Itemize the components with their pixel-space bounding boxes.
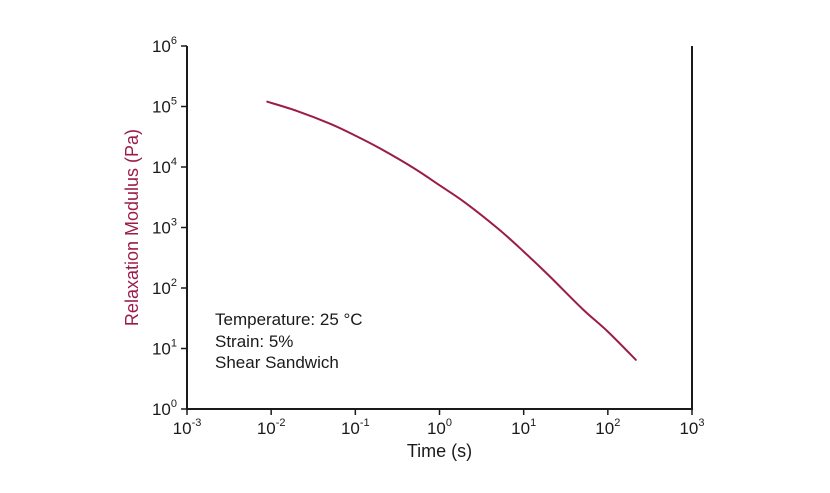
y-tick-label-base: 10 [152, 279, 171, 298]
y-tick-label-exponent: 0 [171, 398, 177, 410]
y-tick-label: 103 [152, 217, 177, 238]
x-tick-label-exponent: -3 [192, 417, 202, 429]
x-tick-label-base: 10 [511, 419, 530, 438]
x-tick-label-exponent: 3 [698, 417, 704, 429]
annotation-strain: Strain: 5% [215, 332, 293, 351]
x-axis-title: Time (s) [407, 441, 472, 461]
x-tick-label-exponent: -1 [360, 417, 370, 429]
y-tick-label-base: 10 [152, 400, 171, 419]
x-tick-label: 10-1 [341, 417, 370, 438]
x-tick-label-exponent: 1 [530, 417, 536, 429]
y-tick-label-exponent: 4 [171, 156, 177, 168]
y-tick-label-base: 10 [152, 340, 171, 359]
y-tick-label: 101 [152, 338, 177, 359]
series-line-0 [266, 100, 637, 361]
x-tick-label-base: 10 [257, 419, 276, 438]
y-tick-label-exponent: 1 [171, 338, 177, 350]
y-tick-label: 106 [152, 35, 177, 56]
y-tick-label-exponent: 2 [171, 277, 177, 289]
x-tick-label-base: 10 [173, 419, 192, 438]
x-tick-label-base: 10 [679, 419, 698, 438]
annotation-temperature: Temperature: 25 °C [215, 310, 363, 329]
annotation-geometry: Shear Sandwich [215, 353, 339, 372]
x-tick-label-exponent: -2 [276, 417, 286, 429]
y-tick-label-base: 10 [152, 98, 171, 117]
series-layer [266, 100, 637, 361]
x-tick-label: 100 [427, 417, 452, 438]
x-tick-label-exponent: 0 [446, 417, 452, 429]
y-tick-label-exponent: 6 [171, 35, 177, 47]
y-tick-label-exponent: 3 [171, 217, 177, 229]
x-tick-label-base: 10 [341, 419, 360, 438]
y-axis-title: Relaxation Modulus (Pa) [122, 129, 142, 326]
y-tick-label-base: 10 [152, 37, 171, 56]
y-tick-label-base: 10 [152, 219, 171, 238]
x-tick-label-base: 10 [427, 419, 446, 438]
x-tick-label: 102 [595, 417, 620, 438]
x-tick-label: 103 [679, 417, 704, 438]
y-tick-label-exponent: 5 [171, 96, 177, 108]
x-tick-label: 10-2 [257, 417, 286, 438]
x-tick-label-exponent: 2 [614, 417, 620, 429]
y-tick-label: 104 [152, 156, 177, 177]
y-tick-label: 100 [152, 398, 177, 419]
y-tick-label: 102 [152, 277, 177, 298]
y-tick-label: 105 [152, 96, 177, 117]
y-tick-label-base: 10 [152, 158, 171, 177]
ticks: 10-3 10-2 10-1 100 101 102 1031001011021031041… [152, 35, 705, 438]
x-tick-label-base: 10 [595, 419, 614, 438]
x-tick-label: 101 [511, 417, 536, 438]
x-tick-label: 10-3 [173, 417, 202, 438]
